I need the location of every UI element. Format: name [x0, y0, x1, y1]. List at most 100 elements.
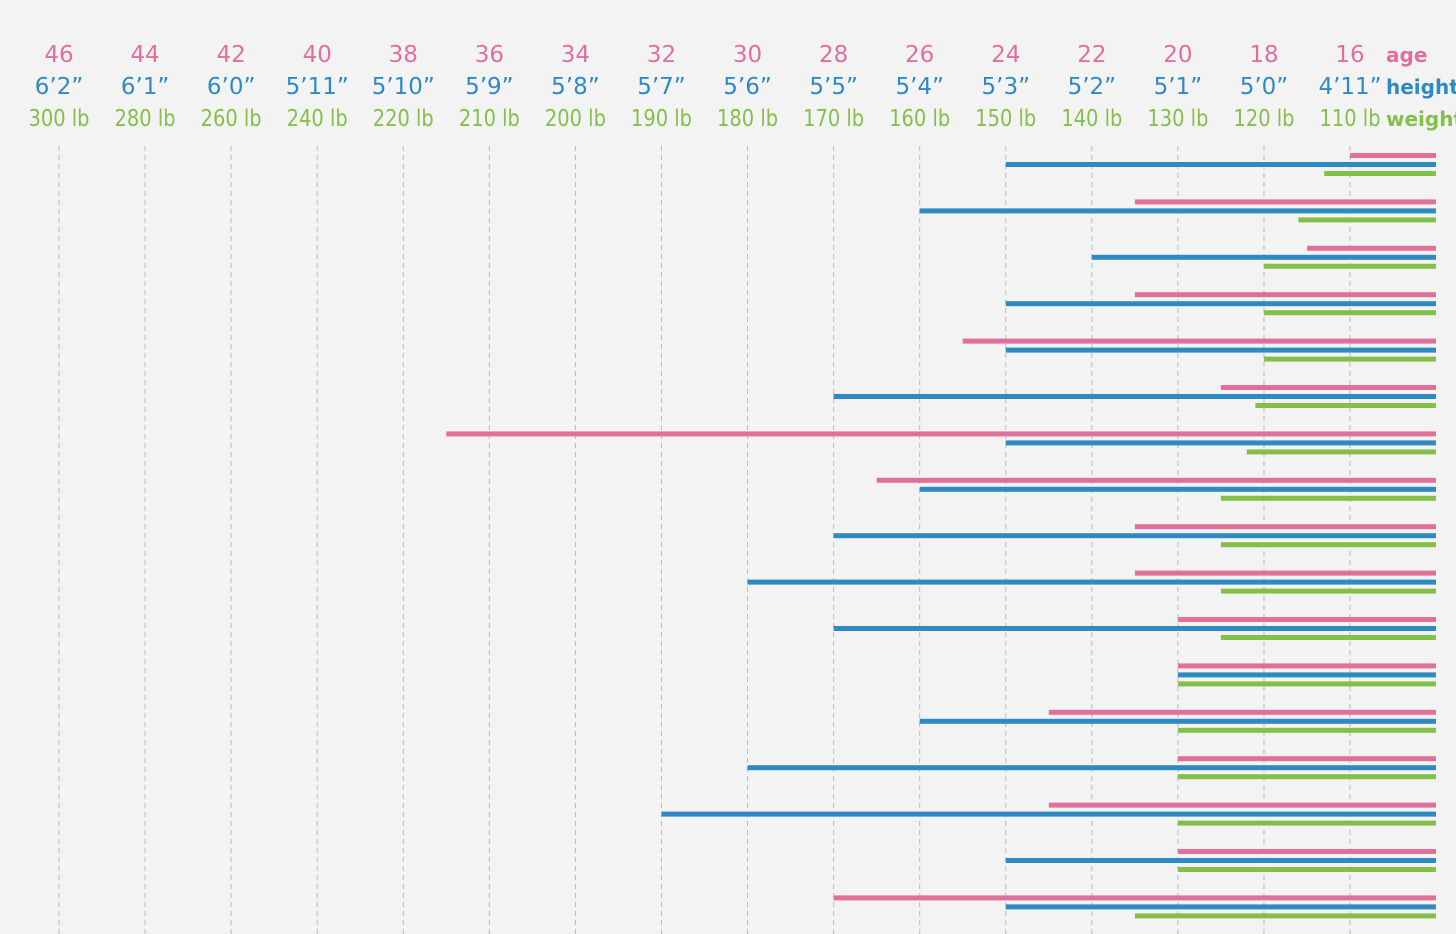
- height-tick-label: 5’4”: [895, 74, 944, 100]
- height-bar: [1005, 347, 1436, 353]
- height-bar: [919, 208, 1436, 214]
- age-bar: [1177, 617, 1436, 622]
- weight-tick-label: 280 lb: [115, 106, 176, 132]
- weight-bar: [1263, 310, 1436, 316]
- weight-tick-label: 120 lb: [1233, 106, 1294, 132]
- weight-bar: [1220, 495, 1436, 501]
- height-bar: [919, 486, 1436, 492]
- legend: age height weight: [1386, 43, 1456, 131]
- weight-tick-label: 210 lb: [459, 106, 520, 132]
- weight-bar: [1177, 867, 1436, 872]
- age-tick-label: 30: [733, 42, 762, 68]
- age-bar: [833, 895, 1436, 901]
- age-tick-label: 26: [905, 42, 934, 68]
- age-bar: [1134, 292, 1436, 298]
- height-bar: [833, 533, 1436, 539]
- age-bar: [962, 338, 1436, 344]
- weight-bar: [1220, 542, 1436, 548]
- weight-bar: [1177, 727, 1436, 733]
- height-bar: [919, 718, 1436, 724]
- age-bar: [1177, 756, 1436, 762]
- height-tick-label: 5’9”: [465, 74, 514, 100]
- age-tick-label: 38: [389, 42, 418, 68]
- age-tick-label: 36: [475, 42, 504, 68]
- height-bar: [833, 394, 1436, 399]
- age-tick-label: 46: [44, 42, 73, 68]
- age-tick-label: 24: [991, 42, 1020, 68]
- height-bar: [661, 811, 1436, 817]
- age-bar: [1048, 802, 1436, 808]
- age-bar: [1220, 385, 1436, 390]
- age-tick-label: 44: [130, 42, 159, 68]
- weight-bar: [1177, 774, 1436, 780]
- weight-tick-label: 160 lb: [889, 106, 950, 132]
- age-tick-label: 28: [819, 42, 848, 68]
- height-tick-label: 5’3”: [982, 74, 1031, 100]
- weight-tick-label: 220 lb: [373, 106, 434, 132]
- bars: [446, 153, 1436, 919]
- height-tick-label: 5’0”: [1240, 74, 1289, 100]
- legend-height: height: [1386, 75, 1456, 99]
- age-tick-label: 40: [303, 42, 332, 68]
- weight-tick-label: 140 lb: [1061, 106, 1122, 132]
- height-bar: [1091, 254, 1436, 260]
- weight-bar: [1177, 681, 1436, 687]
- height-tick-label: 6’0”: [207, 74, 256, 100]
- height-bar: [1005, 301, 1436, 307]
- weight-bar: [1324, 171, 1436, 176]
- weight-tick-label: 110 lb: [1320, 106, 1381, 132]
- height-bar: [1005, 162, 1436, 167]
- height-tick-label: 5’11”: [286, 74, 349, 100]
- weight-bar: [1220, 588, 1436, 594]
- age-bar: [1350, 153, 1436, 158]
- height-tick-label: 6’1”: [121, 74, 170, 100]
- age-bar: [1048, 709, 1436, 715]
- height-bar: [1177, 672, 1436, 678]
- height-bar: [747, 765, 1436, 771]
- age-bar: [876, 477, 1436, 483]
- age-tick-label: 18: [1249, 42, 1278, 68]
- weight-tick-label: 130 lb: [1147, 106, 1208, 132]
- age-tick-label: 20: [1163, 42, 1192, 68]
- height-tick-label: 5’5”: [809, 74, 858, 100]
- weight-bar: [1134, 913, 1436, 919]
- weight-bar: [1263, 263, 1436, 269]
- age-tick-label: 16: [1335, 42, 1364, 68]
- height-tick-label: 5’10”: [372, 74, 435, 100]
- weight-bar: [1220, 635, 1436, 640]
- weight-bar: [1177, 820, 1436, 826]
- height-tick-label: 5’8”: [551, 74, 600, 100]
- height-tick-label: 4’11”: [1318, 74, 1381, 100]
- weight-bar: [1263, 356, 1436, 362]
- weight-bar: [1255, 403, 1436, 408]
- age-bar: [1134, 199, 1436, 205]
- age-bar: [1177, 849, 1436, 854]
- legend-age: age: [1386, 43, 1427, 67]
- height-tick-label: 5’7”: [637, 74, 686, 100]
- height-tick-label: 6’2”: [35, 74, 84, 100]
- age-bar: [1134, 570, 1436, 576]
- weight-tick-label: 200 lb: [545, 106, 606, 132]
- weight-tick-label: 190 lb: [631, 106, 692, 132]
- age-tick-label: 42: [216, 42, 245, 68]
- height-tick-label: 5’2”: [1068, 74, 1117, 100]
- weight-tick-label: 180 lb: [717, 106, 778, 132]
- age-bar: [446, 431, 1436, 437]
- weight-tick-label: 150 lb: [975, 106, 1036, 132]
- age-bar: [1177, 663, 1436, 669]
- weight-tick-label: 170 lb: [803, 106, 864, 132]
- age-tick-label: 34: [561, 42, 590, 68]
- height-bar: [833, 626, 1436, 631]
- weight-bar: [1298, 217, 1436, 223]
- weight-tick-label: 300 lb: [29, 106, 90, 132]
- height-tick-label: 5’1”: [1154, 74, 1203, 100]
- tick-labels: 46 44 42 40 38 36 34 32 30 28 26 24 22 20 18 16 6’2” 6’1”…: [29, 42, 1382, 132]
- weight-bar: [1246, 449, 1436, 455]
- height-bar: [747, 579, 1436, 585]
- height-bar: [1005, 858, 1436, 863]
- height-bar: [1005, 440, 1436, 446]
- weight-tick-label: 240 lb: [287, 106, 348, 132]
- legend-weight: weight: [1386, 107, 1456, 131]
- height-tick-label: 5’6”: [723, 74, 772, 100]
